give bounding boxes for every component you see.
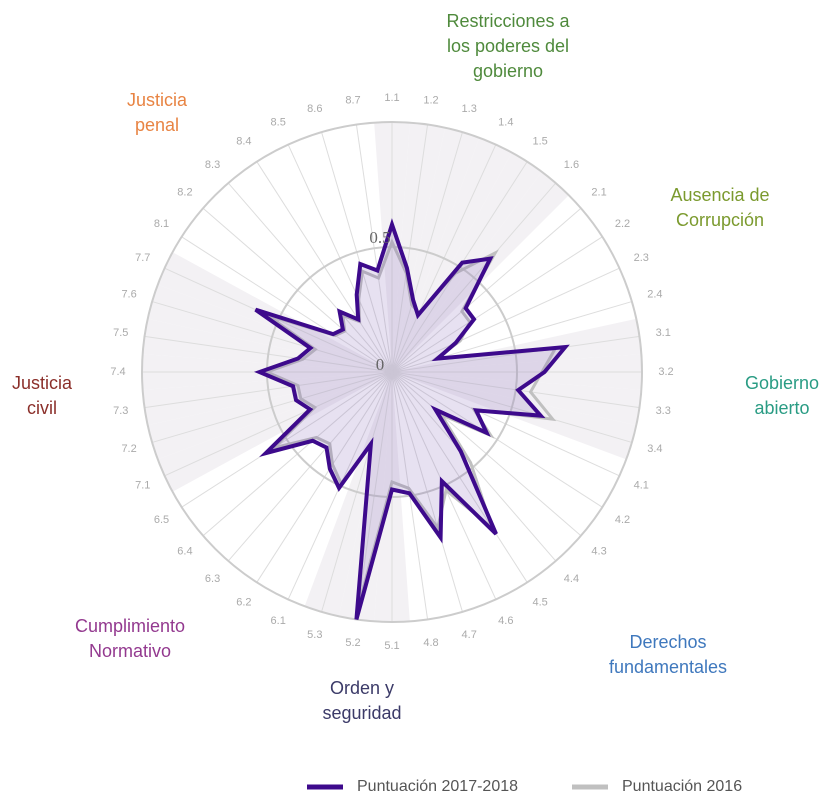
sector (392, 372, 642, 426)
category-label: 4.2 (615, 514, 630, 526)
group-label: fundamentales (609, 657, 727, 677)
category-label: 4.1 (634, 480, 649, 492)
category-label: 4.7 (462, 629, 477, 641)
category-label: 8.7 (345, 95, 360, 107)
group-label: Cumplimiento (75, 616, 185, 636)
category-label: 8.6 (307, 103, 322, 115)
category-label: 1.2 (423, 95, 438, 107)
category-label: 7.6 (121, 289, 136, 301)
group-label: seguridad (322, 703, 401, 723)
category-label: 1.5 (532, 135, 547, 147)
category-label: 2.3 (634, 252, 649, 264)
category-label: 8.1 (154, 218, 169, 230)
sector (157, 252, 392, 372)
category-label: 1.1 (384, 92, 399, 104)
category-label: 4.5 (532, 596, 547, 608)
group-label: Ausencia de (670, 185, 769, 205)
sector (147, 372, 392, 460)
category-label: 3.2 (658, 366, 673, 378)
group-label: gobierno (473, 61, 543, 81)
group-label: Restricciones a (446, 11, 570, 31)
category-label: 1.4 (498, 117, 513, 129)
category-label: 6.5 (154, 514, 169, 526)
sector (392, 171, 569, 372)
category-label: 6.4 (177, 545, 192, 557)
group-label: Derechos (629, 632, 706, 652)
category-label: 4.6 (498, 615, 513, 627)
category-label: 2.4 (647, 289, 662, 301)
group-label: abierto (754, 398, 809, 418)
category-label: 7.1 (135, 480, 150, 492)
r-tick-label: 0 (376, 355, 385, 374)
group-label: Corrupción (676, 210, 764, 230)
sector (157, 372, 392, 492)
group-label: Orden y (330, 678, 394, 698)
category-label: 7.2 (121, 443, 136, 455)
sector (392, 122, 446, 373)
category-label: 3.1 (656, 327, 671, 339)
group-label: civil (27, 398, 57, 418)
category-label: 4.3 (591, 545, 606, 557)
r-tick-label: 0.5 (369, 228, 390, 247)
category-label: 6.3 (205, 573, 220, 585)
group-label: Normativo (89, 641, 171, 661)
category-label: 2.1 (591, 186, 606, 198)
sector (147, 284, 392, 372)
category-label: 5.3 (307, 629, 322, 641)
category-label: 6.1 (271, 615, 286, 627)
series-area (253, 218, 570, 620)
category-label: 7.4 (110, 366, 125, 378)
category-label: 8.2 (177, 186, 192, 198)
outer-ring (141, 121, 643, 623)
category-label: 3.3 (656, 405, 671, 417)
group-label: Justicia (12, 373, 73, 393)
category-label: 8.5 (271, 117, 286, 129)
legend-label: Puntuación 2017-2018 (357, 778, 518, 795)
sector (142, 318, 392, 372)
category-label: 7.7 (135, 252, 150, 264)
category-label: 3.4 (647, 443, 662, 455)
sector (304, 372, 392, 617)
category-label: 8.3 (205, 159, 220, 171)
category-label: 5.1 (384, 640, 399, 652)
category-label: 7.5 (113, 327, 128, 339)
category-label: 6.2 (236, 596, 251, 608)
category-label: 1.3 (462, 103, 477, 115)
category-label: 5.2 (345, 637, 360, 649)
group-label: Justicia (127, 90, 188, 110)
category-label: 4.4 (564, 573, 579, 585)
category-label: 2.2 (615, 218, 630, 230)
legend-label: Puntuación 2016 (622, 778, 742, 795)
group-label: los poderes del (447, 36, 569, 56)
category-label: 8.4 (236, 135, 251, 147)
category-label: 1.6 (564, 159, 579, 171)
group-label: Gobierno (745, 373, 819, 393)
sector (392, 127, 480, 372)
category-label: 4.8 (423, 637, 438, 649)
sector (142, 372, 392, 426)
group-label: penal (135, 115, 179, 135)
category-label: 7.3 (113, 405, 128, 417)
